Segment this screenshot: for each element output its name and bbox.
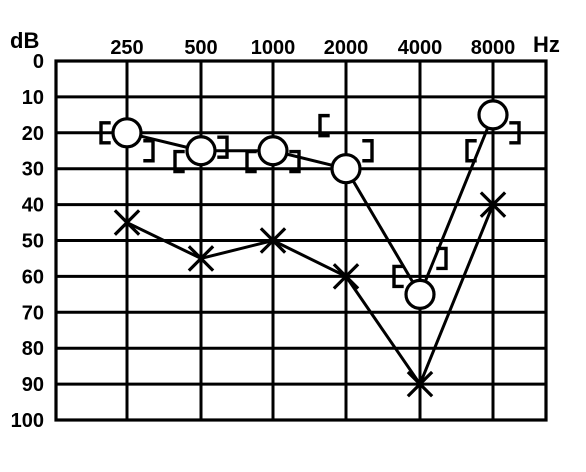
- audiogram-series: [99, 99, 521, 398]
- x-axis-unit-label: Hz: [533, 32, 560, 57]
- left-bracket-marker: [245, 149, 257, 174]
- y-tick-label: 90: [22, 374, 44, 396]
- x-tick-label: 250: [110, 37, 143, 59]
- x-marker-series-line: [126, 204, 495, 388]
- open-circle-marker-point: [404, 278, 436, 310]
- y-axis-unit-label: dB: [10, 28, 39, 53]
- open-circle-marker-point: [477, 99, 509, 131]
- chart-labels: dB Hz 250 500 1000 2000 4000 8000 0 10 20 30 40 50 6…: [10, 28, 560, 432]
- open-circle-marker-point: [111, 117, 143, 149]
- x-marker-point: [479, 191, 507, 218]
- x-tick-label: 500: [184, 37, 217, 59]
- right-bracket-marker: [509, 121, 521, 145]
- left-bracket-marker: [465, 139, 477, 163]
- y-tick-label: 80: [22, 338, 44, 360]
- open-circle-marker-point: [185, 135, 217, 167]
- x-marker-point: [406, 370, 434, 398]
- y-tick-label: 40: [22, 195, 44, 217]
- y-tick-label: 20: [22, 123, 44, 145]
- y-tick-label: 100: [11, 410, 44, 432]
- open-circle-marker-point: [330, 153, 362, 185]
- left-bracket-marker: [99, 121, 111, 145]
- y-tick-label: 70: [22, 302, 44, 324]
- right-bracket-marker: [143, 139, 155, 163]
- x-tick-label: 2000: [324, 37, 369, 59]
- right-bracket-marker: [289, 149, 301, 174]
- x-marker-point: [332, 263, 360, 290]
- right-bracket-marker: [362, 139, 374, 163]
- right-bracket-marker: [436, 246, 448, 271]
- x-marker-point: [113, 209, 141, 236]
- y-tick-label: 10: [22, 87, 44, 109]
- open-circle-marker-point: [257, 135, 289, 167]
- y-tick-label: 60: [22, 266, 44, 288]
- y-tick-label: 30: [22, 159, 44, 181]
- x-marker-point: [259, 227, 287, 254]
- plot-frame: [54, 59, 548, 422]
- right-bracket-marker: [217, 135, 229, 159]
- y-tick-label: 0: [33, 51, 44, 73]
- left-bracket-marker: [392, 264, 404, 289]
- x-tick-label: 8000: [471, 37, 516, 59]
- x-tick-label: 1000: [251, 37, 296, 59]
- y-tick-label: 50: [22, 231, 44, 253]
- chart-grid: [54, 59, 548, 422]
- left-bracket-marker: [173, 149, 185, 174]
- x-marker-point: [187, 245, 215, 272]
- left-bracket-marker: [318, 113, 330, 138]
- x-tick-label: 4000: [398, 37, 443, 59]
